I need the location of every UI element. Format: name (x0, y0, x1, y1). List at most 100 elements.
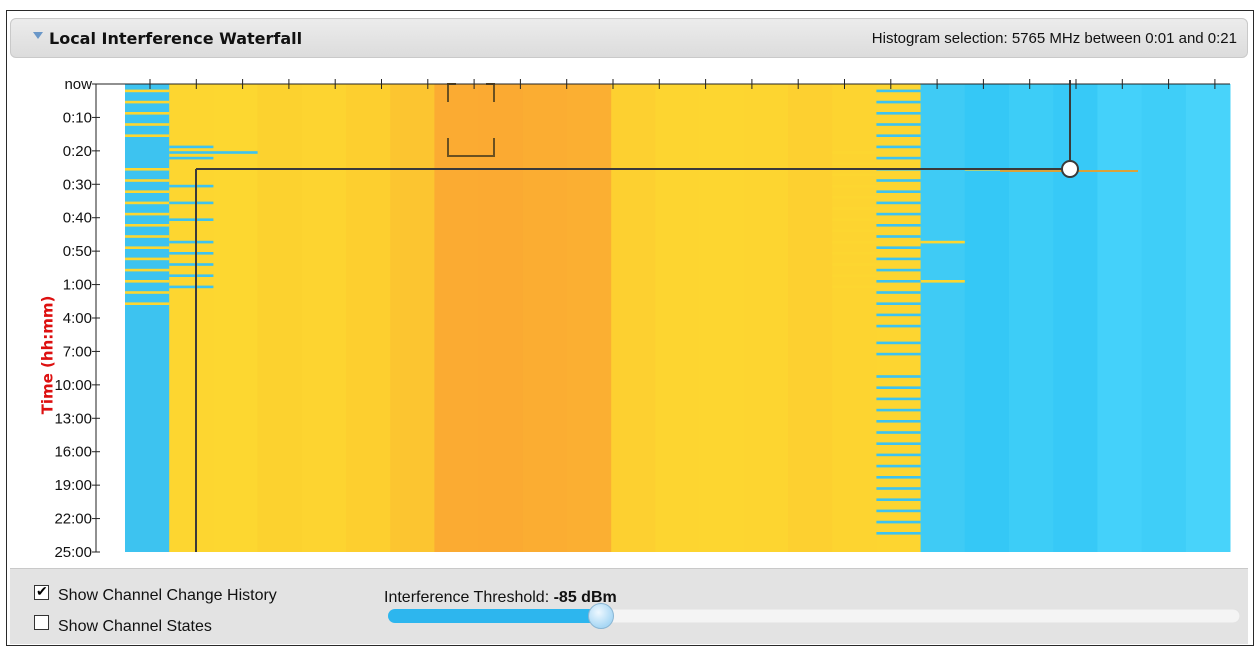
history-stripe (169, 156, 214, 160)
history-stripe (876, 420, 921, 423)
history-stripe (876, 89, 921, 93)
history-stripe (169, 274, 214, 277)
triangle-down-icon[interactable] (33, 32, 43, 39)
channel-column (169, 84, 214, 552)
y-tick-label: 13:00 (54, 410, 92, 427)
checkmark-icon: ✔ (36, 583, 48, 599)
channel-column (213, 84, 259, 552)
channel-column (125, 84, 170, 552)
channel-column (876, 84, 922, 552)
y-tick-label: 1:00 (63, 277, 92, 294)
channel-column (1141, 84, 1187, 552)
history-stripe (876, 280, 921, 283)
history-stripe (876, 134, 921, 137)
history-stripe (169, 151, 258, 154)
history-stripe (832, 263, 877, 266)
y-tick-label: 7:00 (63, 343, 92, 360)
history-stripe (876, 476, 921, 479)
history-stripe (876, 313, 921, 317)
history-stripe (832, 162, 877, 165)
channel-column (1185, 84, 1231, 552)
history-stripe (832, 173, 877, 177)
history-stripe (920, 280, 965, 283)
history-stripe (169, 285, 214, 289)
history-stripe (876, 375, 921, 378)
y-tick-label: 16:00 (54, 444, 92, 461)
threshold-value: -85 dBm (553, 589, 617, 606)
threshold-label-text: Interference Threshold: (384, 589, 550, 606)
history-stripe (876, 386, 921, 389)
history-stripe (876, 431, 921, 434)
show-states-checkbox[interactable]: ✔ (34, 615, 49, 630)
history-stripe (876, 212, 921, 216)
threshold-slider-thumb[interactable] (588, 603, 614, 629)
show-history-checkbox[interactable]: ✔ (34, 583, 49, 600)
history-stripe (169, 184, 214, 188)
crosshair-handle (1061, 160, 1079, 178)
history-stripe (876, 201, 921, 205)
show-history-label: Show Channel Change History (58, 587, 277, 604)
history-stripe (876, 100, 921, 104)
channel-column (522, 84, 568, 552)
y-tick-label: 4:00 (63, 310, 92, 327)
waterfall-chart[interactable]: now 0:10 0:20 0:30 0:40 0:50 1:00 4:00 7:00 10:00… (0, 0, 1259, 560)
history-stripe (125, 280, 170, 283)
history-stripe (876, 145, 921, 149)
y-tick-label: 22:00 (54, 511, 92, 528)
history-stripe (876, 509, 921, 513)
history-stripe (832, 285, 877, 289)
threshold-slider-fill (388, 609, 601, 623)
histogram-selection-text: Histogram selection: 5765 MHz between 0:… (871, 30, 1237, 47)
y-tick-label: 0:20 (63, 143, 92, 160)
history-stripe (876, 268, 921, 272)
channel-column (743, 84, 789, 552)
history-stripe (876, 408, 921, 412)
history-stripe (876, 156, 921, 160)
history-stripe (125, 89, 170, 93)
y-tick-label: 25:00 (54, 544, 92, 560)
channel-column (788, 84, 833, 552)
controls-bar: ✔ Show Channel Change History ✔ Show Cha… (10, 568, 1248, 644)
history-stripe (169, 240, 214, 244)
panel-title: Local Interference Waterfall (49, 29, 303, 48)
history-stripe (169, 145, 214, 149)
threshold-label: Interference Threshold: -85 dBm (384, 589, 617, 607)
history-stripe (876, 532, 921, 535)
history-stripe (125, 268, 170, 272)
channel-column (1097, 84, 1143, 552)
panel-header: Local Interference Waterfall Histogram s… (10, 18, 1248, 58)
history-stripe (125, 291, 170, 294)
history-stripe (876, 123, 921, 126)
history-stripe (876, 302, 921, 305)
history-stripe (876, 179, 921, 182)
history-stripe (125, 257, 170, 261)
history-stripe (876, 352, 921, 356)
history-stripe (876, 341, 921, 345)
channel-column (567, 84, 612, 552)
history-stripe (876, 464, 921, 468)
history-stripe (125, 246, 170, 249)
history-stripe (832, 240, 877, 244)
history-stripe (876, 112, 921, 115)
history-stripe (876, 291, 921, 294)
history-stripe (169, 263, 214, 266)
history-stripe (876, 246, 921, 249)
history-stripe (125, 212, 170, 216)
history-stripe (876, 235, 921, 238)
threshold-slider-track[interactable] (388, 603, 1240, 629)
channel-column (832, 84, 877, 552)
history-stripe (832, 274, 877, 277)
history-stripe (125, 168, 170, 171)
show-states-label: Show Channel States (58, 618, 212, 635)
channel-column (301, 84, 347, 552)
history-stripe (125, 302, 170, 305)
history-stripe (832, 229, 877, 233)
history-stripe (125, 224, 170, 227)
channel-column (1009, 84, 1054, 552)
history-stripe (876, 453, 921, 457)
history-stripe (832, 252, 877, 255)
history-stripe (125, 100, 170, 104)
y-tick-label: now (64, 76, 92, 93)
history-stripe (169, 252, 214, 255)
history-stripe (125, 235, 170, 238)
